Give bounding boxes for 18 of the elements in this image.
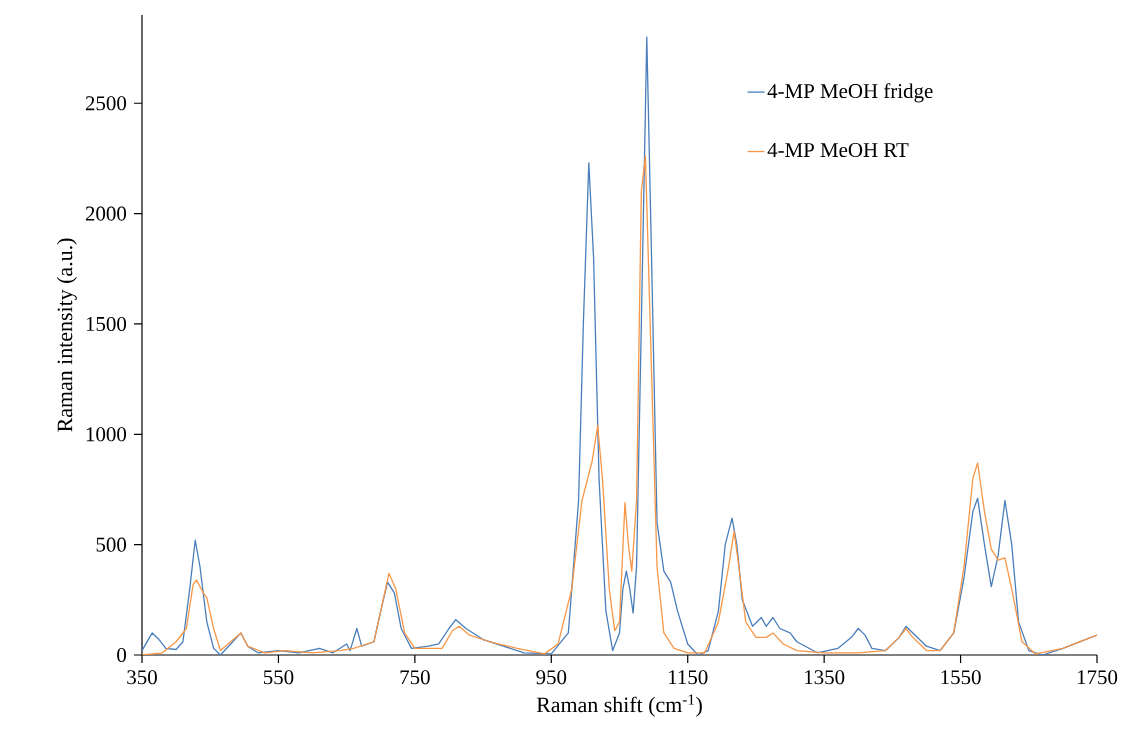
y-tick-label: 0	[117, 647, 127, 663]
x-tick-label: 1350	[805, 670, 845, 685]
x-tick-label: 750	[400, 670, 430, 685]
legend-label: 4-MP MeOH RT	[767, 143, 909, 158]
y-tick-label: 2000	[85, 206, 127, 221]
x-tick-label: 350	[127, 670, 157, 685]
x-tick-label: 950	[536, 670, 567, 685]
y-axis-title: Raman intensity (a.u.)	[56, 238, 77, 432]
y-tick-label: 1000	[86, 427, 127, 442]
y-tick-label: 500	[96, 537, 127, 552]
y-tick-label: 2500	[85, 96, 127, 111]
x-tick-label: 550	[263, 670, 294, 685]
legend-label: 4-MP MeOH fridge	[767, 83, 933, 103]
x-tick-label: 1550	[941, 670, 981, 685]
x-tick-label: 1150	[669, 670, 708, 685]
x-axis-title: Raman shift (cm$^{-1}$)	[536, 694, 702, 717]
x-tick-label: 1750	[1077, 670, 1118, 685]
y-tick-label: 1500	[86, 316, 127, 332]
